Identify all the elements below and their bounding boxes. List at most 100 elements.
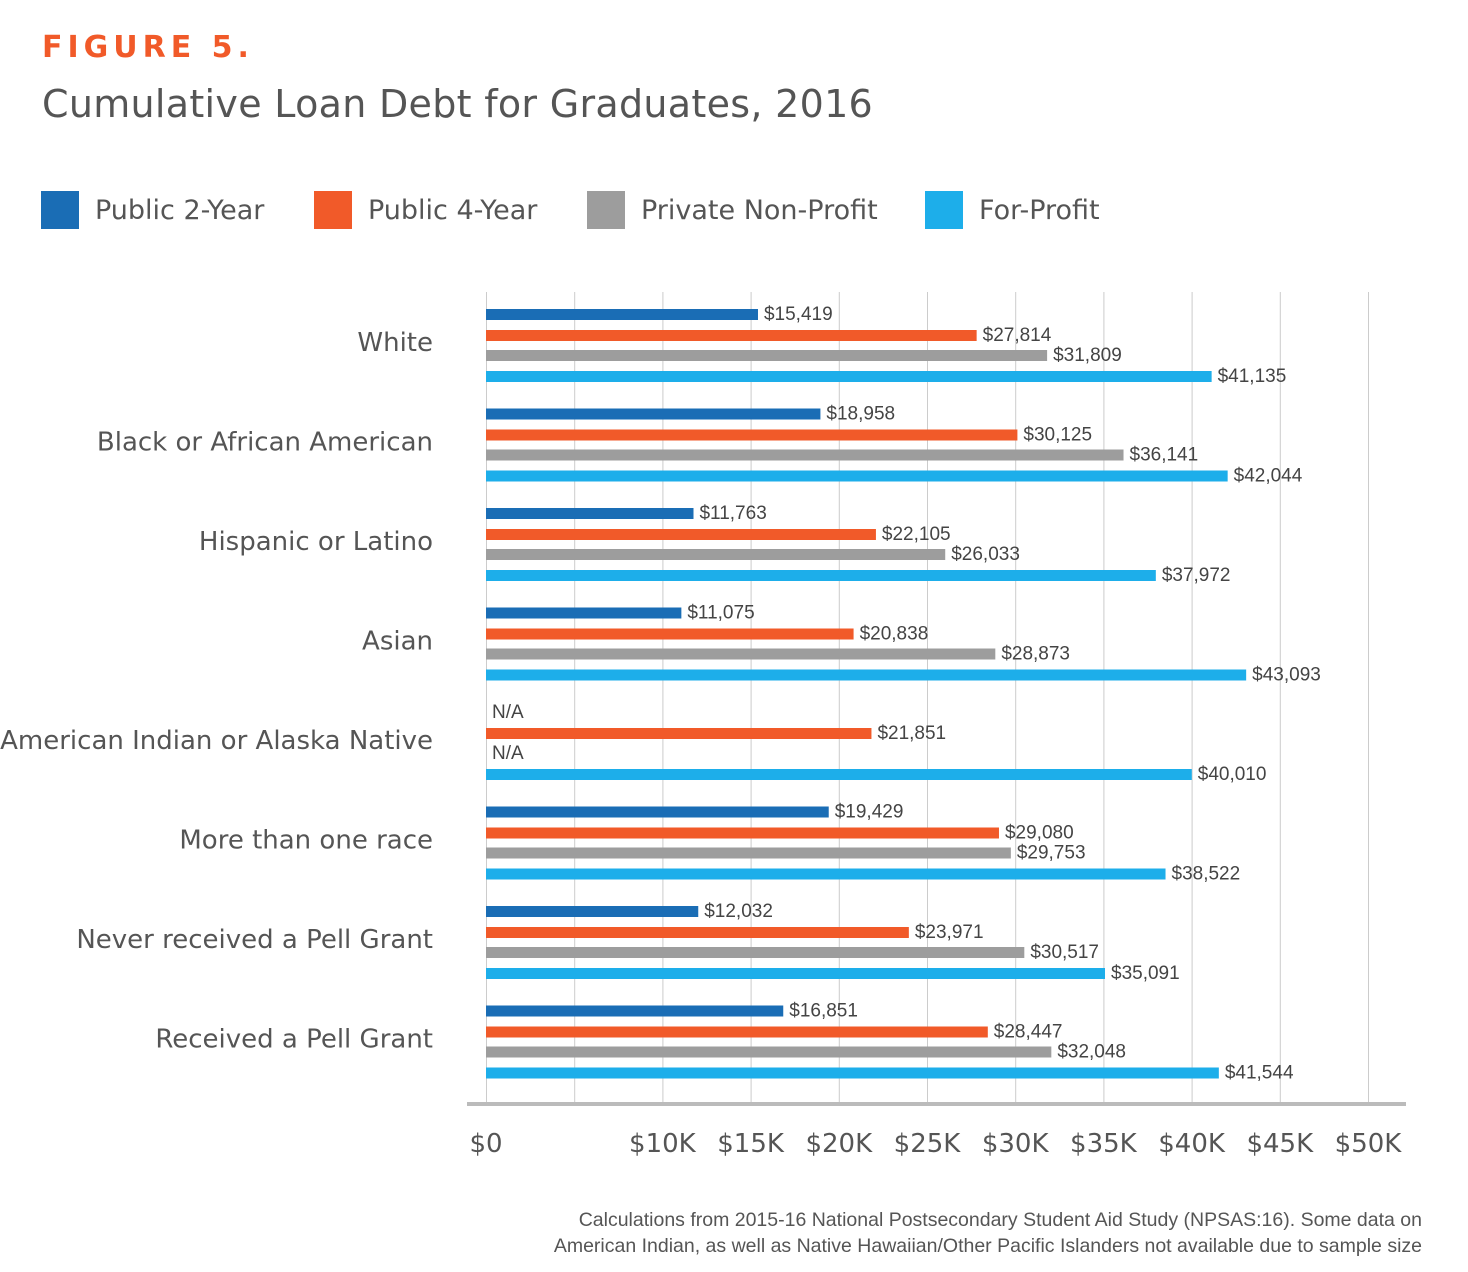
bar [486, 847, 1011, 859]
grid-lines [486, 292, 1369, 1103]
value-label: $42,044 [1234, 466, 1303, 487]
legend-swatch-public-4-year [314, 191, 352, 229]
legend-item-private-non-profit: Private Non-Profit [587, 191, 878, 229]
value-label: $26,033 [951, 544, 1020, 565]
value-label: N/A [492, 743, 524, 764]
x-tick-label: $20K [805, 1129, 873, 1159]
legend-swatch-public-2-year [41, 191, 79, 229]
bars [486, 309, 1247, 1079]
bar [486, 868, 1166, 880]
bar [486, 371, 1212, 382]
value-label: $15,419 [764, 304, 833, 325]
value-labels: $15,419 $27,814$31,809 $41,135 $18,958 $30,1… [492, 304, 1321, 1084]
category-label: More than one race [179, 826, 433, 856]
category-labels: White Black or African American Hispanic o… [0, 328, 433, 1055]
value-label: $20,838 [860, 624, 929, 645]
x-tick-label: $50K [1335, 1129, 1403, 1159]
value-label: $19,429 [835, 802, 904, 823]
chart-title: Cumulative Loan Debt for Graduates, 2016 [42, 82, 874, 126]
bar [486, 669, 1247, 681]
x-tick-label: $45K [1246, 1129, 1314, 1159]
category-label: Black or African American [97, 428, 433, 458]
bar [486, 648, 996, 660]
value-label: $18,958 [826, 404, 895, 425]
bar [486, 408, 821, 420]
bar [486, 607, 682, 619]
value-label: $29,080 [1005, 823, 1074, 844]
bar [486, 1046, 1052, 1058]
figure-label: FIGURE 5. [42, 30, 254, 65]
bar [486, 947, 1025, 958]
value-label: $16,851 [789, 1001, 858, 1022]
category-label: Hispanic or Latino [199, 527, 433, 557]
value-label: $41,544 [1225, 1063, 1294, 1084]
value-label: $30,517 [1030, 942, 1099, 963]
category-label: Asian [362, 627, 433, 657]
bar [486, 449, 1124, 461]
legend-item-public-2-year: Public 2-Year [41, 191, 264, 229]
legend-label-for-profit: For-Profit [979, 194, 1100, 226]
bar [486, 1067, 1219, 1079]
legend-item-for-profit: For-Profit [925, 191, 1100, 229]
x-tick-label: $15K [717, 1129, 785, 1159]
bar [486, 806, 829, 818]
x-tick-label: $10K [629, 1129, 697, 1159]
x-axis: $0 $10K $15K $20K $25K $30K $35K $40K $45K $50K [467, 1102, 1406, 1159]
value-label: $29,753 [1017, 843, 1086, 864]
value-label: $36,141 [1130, 445, 1199, 466]
category-label: Received a Pell Grant [155, 1025, 433, 1055]
bar [486, 728, 872, 739]
x-tick-label: $0 [469, 1129, 502, 1159]
value-label: $30,125 [1023, 425, 1092, 446]
category-label: American Indian or Alaska Native [0, 726, 433, 756]
bar [486, 508, 694, 519]
bar [486, 330, 977, 341]
x-tick-label: $35K [1070, 1129, 1138, 1159]
x-tick-label: $40K [1158, 1129, 1226, 1159]
bar [486, 350, 1048, 361]
value-label: $11,075 [687, 603, 754, 624]
category-label: Never received a Pell Grant [76, 925, 433, 955]
bar [486, 927, 909, 938]
bar [486, 570, 1156, 581]
legend-swatch-for-profit [925, 191, 963, 229]
value-label: $38,522 [1172, 864, 1241, 885]
value-label: $32,048 [1057, 1042, 1126, 1063]
value-label: $11,763 [699, 503, 766, 524]
legend-swatch-private-non-profit [587, 191, 625, 229]
value-label: $35,091 [1111, 963, 1180, 984]
bar [486, 549, 946, 560]
category-label: White [357, 328, 433, 358]
value-label: N/A [492, 702, 524, 723]
bar-chart: $15,419 $27,814$31,809 $41,135 $18,958 $30,1… [0, 292, 1406, 1159]
x-tick-label: $25K [894, 1129, 962, 1159]
bar [486, 968, 1106, 979]
value-label: $12,032 [704, 901, 773, 922]
legend-item-public-4-year: Public 4-Year [314, 191, 537, 229]
source-note-line-2: American Indian, as well as Native Hawai… [553, 1235, 1422, 1257]
value-label: $28,873 [1001, 644, 1070, 665]
value-label: $37,972 [1162, 565, 1231, 586]
x-axis-line [467, 1102, 1406, 1106]
bar [486, 827, 999, 839]
bar [486, 1005, 784, 1017]
source-note-line-1: Calculations from 2015-16 National Posts… [578, 1209, 1422, 1231]
legend-label-public-2-year: Public 2-Year [95, 194, 265, 226]
bar [486, 1026, 988, 1038]
bar [486, 906, 699, 917]
value-label: $27,814 [983, 325, 1052, 346]
value-label: $43,093 [1252, 665, 1321, 686]
value-label: $31,809 [1053, 345, 1122, 366]
legend-label-private-non-profit: Private Non-Profit [641, 194, 878, 226]
source-note: Calculations from 2015-16 National Posts… [422, 1207, 1422, 1259]
bar [486, 769, 1192, 780]
value-label: $23,971 [915, 922, 984, 943]
value-label: $22,105 [882, 524, 951, 545]
value-label: $41,135 [1218, 366, 1287, 387]
bar [486, 529, 876, 540]
value-label: $21,851 [877, 723, 946, 744]
bar [486, 309, 758, 320]
value-label: $28,447 [994, 1022, 1063, 1043]
legend-label-public-4-year: Public 4-Year [368, 194, 538, 226]
bar [486, 429, 1018, 441]
